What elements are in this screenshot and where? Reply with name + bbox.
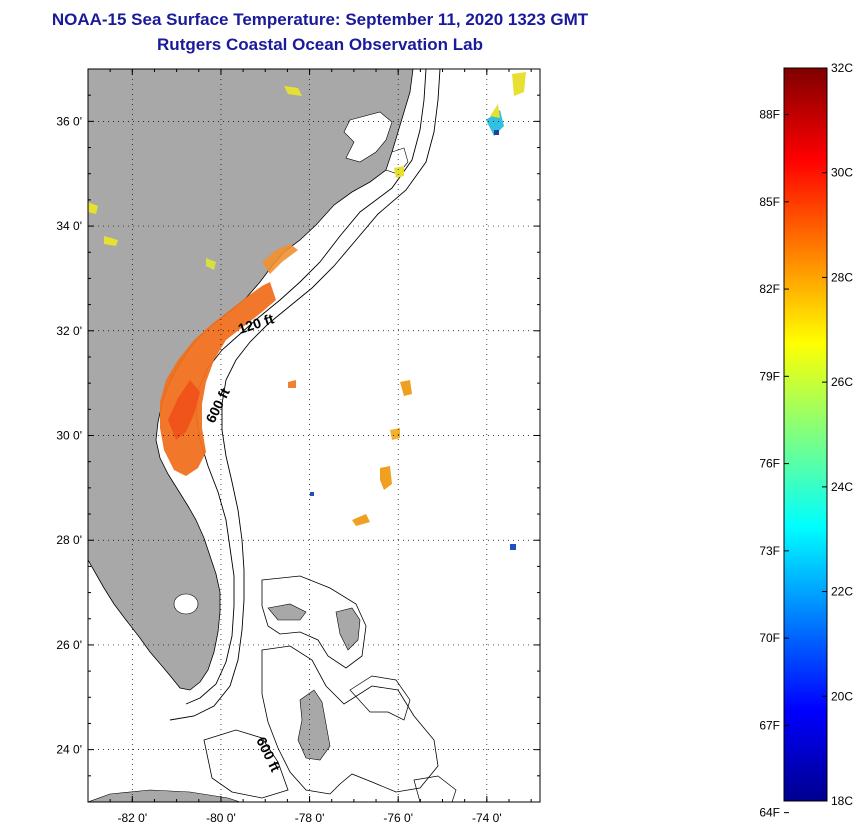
axes: 36 0' 34 0' 32 0' 30 0' 28 0' 26 0' 24 0' -82 0…	[56, 69, 540, 825]
sst-north-patch	[262, 244, 298, 274]
graticule	[88, 69, 540, 802]
colorbar-celsius-label: 32C	[831, 61, 853, 75]
bahamas-andros	[297, 689, 331, 761]
lat-tick-label: 34 0'	[56, 219, 82, 233]
sst-patch-h	[490, 104, 500, 118]
lat-tick-label: 32 0'	[56, 324, 82, 338]
sst-patch-l	[206, 258, 216, 270]
sst-patch-f	[512, 72, 526, 96]
sst-patch-k	[104, 236, 118, 246]
lat-tick-label: 30 0'	[56, 429, 82, 443]
colorbar-celsius-label: 24C	[831, 480, 853, 494]
bahama-bank-contour-5	[413, 775, 457, 802]
bahama-bank-contour-4	[349, 675, 411, 721]
lake-okeechobee	[173, 593, 199, 615]
sst-coastal-swath-2	[168, 380, 200, 440]
map-subtitle: Rutgers Coastal Ocean Observation Lab	[157, 35, 483, 54]
colorbar-fahrenheit-label: 73F	[759, 544, 780, 558]
sst-coastal-swath	[160, 282, 276, 476]
colorbar-gradient	[783, 67, 828, 802]
sst-patch-e	[288, 380, 296, 388]
lon-tick-label: -74 0'	[472, 811, 502, 825]
sst-patch-i	[284, 86, 302, 96]
mainland-land	[88, 69, 414, 691]
colorbar-celsius-label: 20C	[831, 689, 853, 703]
colorbar-fahrenheit-label: 88F	[759, 108, 780, 122]
lon-tick-label: -80 0'	[206, 811, 236, 825]
map-title: NOAA-15 Sea Surface Temperature: Septemb…	[51, 10, 589, 29]
sst-patch-o	[310, 492, 314, 496]
bahama-bank-contour-3	[203, 729, 289, 799]
sst-patch-c	[352, 514, 370, 526]
lon-tick-label: -82 0'	[117, 811, 147, 825]
colorbar-fahrenheit-label: 67F	[759, 718, 780, 732]
colorbar-fahrenheit-label: 70F	[759, 631, 780, 645]
colorbar: 32C 30C 28C 26C 24C 22C 20C 18C 88F 85F 82F 79F 76F 7…	[759, 61, 853, 820]
sst-patch-a	[380, 466, 392, 490]
sound-water	[343, 111, 393, 163]
cuba-land	[88, 789, 241, 802]
colorbar-fahrenheit-label: 79F	[759, 369, 780, 383]
sst-data-layer	[88, 72, 526, 550]
lon-tick-label: -78 0'	[295, 811, 325, 825]
colorbar-fahrenheit-label: 82F	[759, 282, 780, 296]
colorbar-celsius-label: 28C	[831, 270, 853, 284]
lat-tick-label: 24 0'	[56, 743, 82, 757]
bahama-bank-contour	[261, 575, 367, 669]
colorbar-celsius-label: 22C	[831, 585, 853, 599]
bahama-bank-contour-2	[261, 645, 439, 795]
colorbar-fahrenheit-label: 64F	[759, 806, 780, 820]
map-area: 120 ft 600 ft 600 ft	[88, 69, 540, 802]
isobath-600ft	[169, 69, 441, 721]
sst-patch-n	[510, 544, 516, 550]
lat-tick-label: 28 0'	[56, 533, 82, 547]
colorbar-fahrenheit-label: 85F	[759, 195, 780, 209]
sst-patch-j	[88, 202, 98, 214]
sst-patch-p	[494, 130, 499, 135]
sst-patch-b	[400, 380, 412, 396]
sst-patch-m	[394, 166, 404, 178]
sst-patch-d	[390, 428, 400, 440]
colorbar-celsius-label: 30C	[831, 166, 853, 180]
colorbar-celsius-label: 26C	[831, 375, 853, 389]
lat-tick-label: 26 0'	[56, 638, 82, 652]
colorbar-fahrenheit-label: 76F	[759, 457, 780, 471]
bahamas-abaco	[335, 607, 361, 651]
lat-tick-label: 36 0'	[56, 114, 82, 128]
bahamas-grand	[267, 603, 307, 621]
lon-tick-label: -76 0'	[383, 811, 413, 825]
colorbar-celsius-label: 18C	[831, 794, 853, 808]
